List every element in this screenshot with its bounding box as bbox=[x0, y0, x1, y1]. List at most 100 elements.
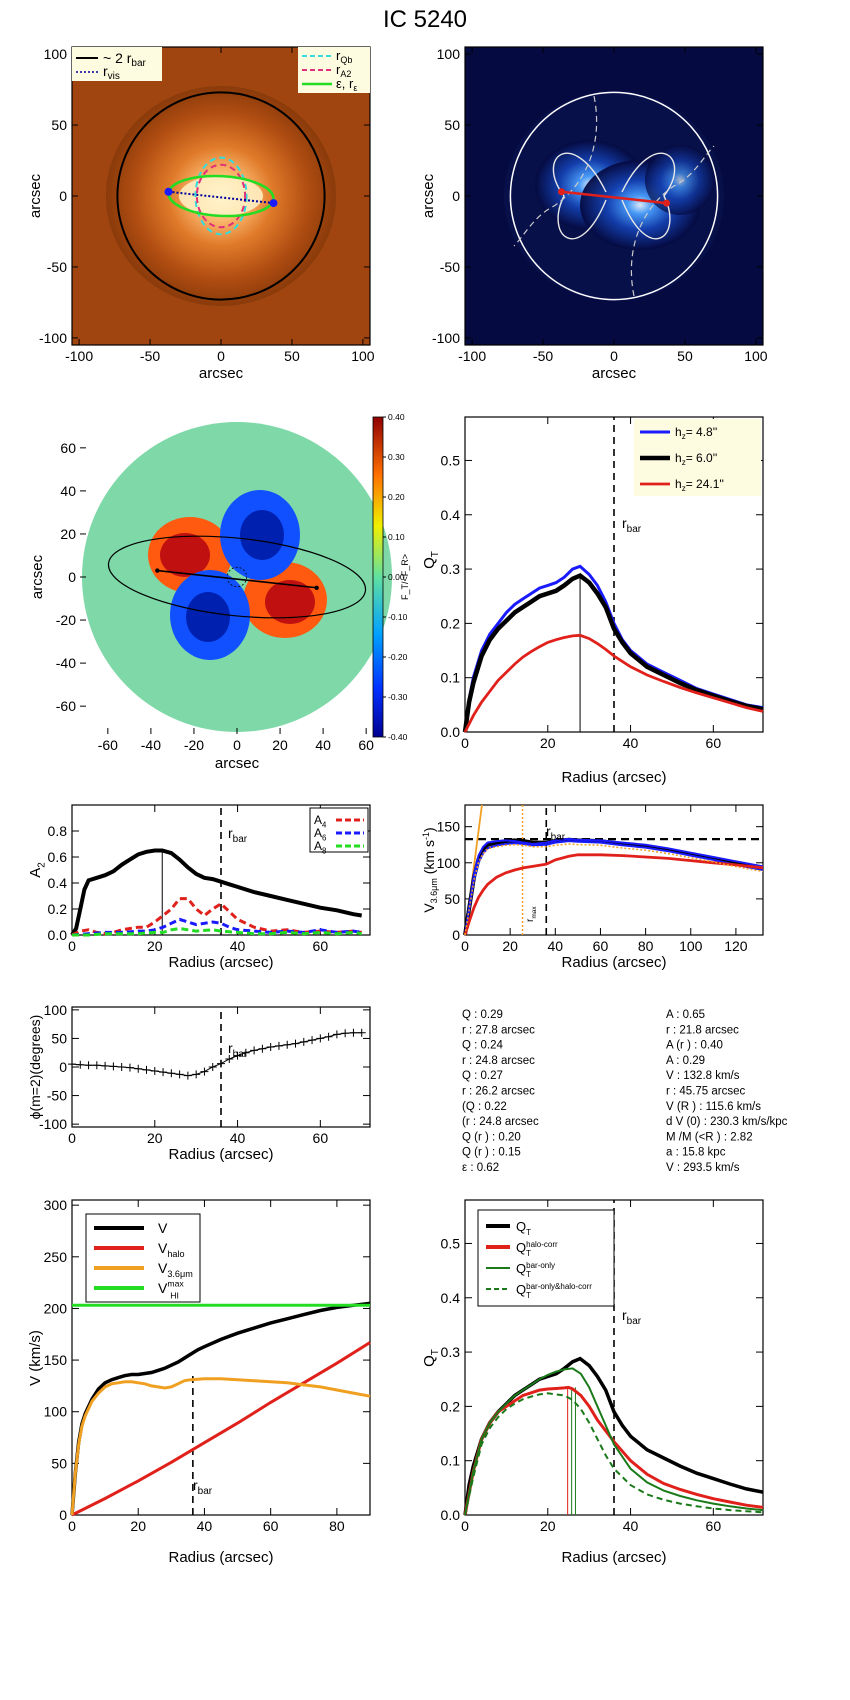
param-right-0: A : 0.65 bbox=[666, 1009, 705, 1021]
y-tick-label: 200 bbox=[44, 1300, 68, 1316]
heatmap-lobe-blue-bottom-core bbox=[186, 592, 230, 642]
x-axis-label: Radius (arcsec) bbox=[561, 1549, 666, 1566]
legend-label: Qbar-only T bbox=[516, 1261, 555, 1279]
legend-label: Vhalo bbox=[158, 1240, 185, 1259]
svg-text:rA2: rA2 bbox=[336, 62, 351, 79]
y-tick-label: 50 bbox=[51, 117, 67, 133]
y-tick-label: 0.0 bbox=[441, 724, 461, 740]
y-axis-label: arcsec bbox=[27, 173, 44, 218]
circle-2rbar bbox=[509, 91, 719, 301]
y-tick-label: 0.1 bbox=[441, 670, 461, 686]
x-tick-label: -100 bbox=[65, 348, 93, 364]
param-left-2: Q : 0.24 bbox=[462, 1040, 504, 1052]
phase-line bbox=[71, 1032, 362, 1077]
colorbar-tick-label: -0.40 bbox=[388, 732, 408, 742]
circle-2rbar bbox=[116, 91, 326, 301]
y-axis-label: QT bbox=[421, 1349, 441, 1367]
x-tick-label: 80 bbox=[638, 938, 654, 954]
x-tick-label: 20 bbox=[540, 1518, 556, 1534]
colorbar-label: F_T/<F_R> bbox=[400, 554, 410, 600]
x-axis-label: Radius (arcsec) bbox=[168, 954, 273, 971]
x-tick-label: 0 bbox=[461, 1518, 469, 1534]
x-axis-label: arcsec bbox=[199, 365, 244, 382]
series-line-3 bbox=[464, 1392, 764, 1516]
y-tick-label: -50 bbox=[47, 1088, 67, 1104]
y-tick-label: -50 bbox=[440, 259, 460, 275]
x-axis-label: arcsec bbox=[592, 365, 637, 382]
bar-end-point bbox=[269, 199, 278, 208]
heatmap-background bbox=[82, 422, 392, 732]
x-tick-label: 60 bbox=[593, 938, 609, 954]
x-tick-label: 20 bbox=[130, 1518, 146, 1534]
x-tick-label: 60 bbox=[263, 1518, 279, 1534]
x-tick-label: 0 bbox=[68, 1518, 76, 1534]
param-right-3: A : 0.29 bbox=[666, 1055, 705, 1067]
bar-end-point bbox=[155, 568, 160, 573]
colorbar-tick-label: 0.10 bbox=[388, 532, 405, 542]
heatmap-lobe-blue-top-core bbox=[240, 510, 284, 560]
rbar-label: rbar bbox=[228, 825, 248, 845]
y-axis-label: arcsec bbox=[29, 554, 46, 599]
bar-end-point bbox=[557, 188, 565, 196]
rbar-label: rbar bbox=[622, 1307, 642, 1327]
y-axis-label: ϕ(m=2)(degrees) bbox=[27, 1015, 43, 1120]
phase-point bbox=[324, 1032, 333, 1041]
colorbar-tick-label: 0.00 bbox=[388, 572, 405, 582]
phase-point bbox=[217, 1059, 225, 1068]
param-left-8: Q (r ) : 0.20 bbox=[462, 1131, 521, 1143]
y-tick-label: 150 bbox=[44, 1352, 68, 1368]
y-tick-label: 0.3 bbox=[441, 1344, 461, 1360]
zero-contour bbox=[513, 95, 598, 247]
svg-text:~ 2 rbar: ~ 2 rbar bbox=[103, 50, 147, 69]
series-line-1 bbox=[463, 1385, 764, 1516]
legend-label: Qbar-only&halo-corr T bbox=[516, 1282, 592, 1300]
series-line-V_halo bbox=[71, 1341, 371, 1517]
y-tick-label: 0.0 bbox=[441, 1507, 461, 1523]
legend-label: QT bbox=[516, 1219, 531, 1237]
y-tick-label: 0.3 bbox=[441, 561, 461, 577]
y-tick-label: 0 bbox=[452, 188, 460, 204]
panel-torque-map: -60 -40 -20 0 20 40 60 60 40 20 0 -20 -40 -60 0.40 0.3… bbox=[29, 412, 410, 772]
phase-point bbox=[241, 1048, 250, 1057]
param-left-9: Q (r ) : 0.15 bbox=[462, 1147, 521, 1159]
x-tick-label: 60 bbox=[313, 938, 329, 954]
y-tick-label: -50 bbox=[47, 259, 67, 275]
phase-point bbox=[308, 1036, 317, 1045]
y-tick-label: 100 bbox=[44, 46, 68, 62]
y-axis-label: V3.6μm (km s-1) bbox=[421, 827, 439, 912]
zero-contour bbox=[630, 145, 715, 297]
y-tick-label: -100 bbox=[39, 1116, 67, 1132]
y-tick-label: -20 bbox=[56, 612, 76, 628]
y-tick-label: 100 bbox=[44, 1404, 68, 1420]
y-tick-label: 100 bbox=[437, 855, 461, 871]
panel-fourier-amplitudes: 0 20 40 60 0.8 0.6 0.4 0.2 0.0 Radius (arcsec) rba… bbox=[27, 804, 371, 971]
y-axis-label: QT bbox=[421, 551, 441, 569]
colorbar-tick-label: -0.30 bbox=[388, 692, 408, 702]
panel-phase-profile: 0 20 40 60 100 50 0 -50 -100 Radius (arcsec) rbar ϕ… bbox=[27, 1002, 371, 1163]
x-axis-label: Radius (arcsec) bbox=[561, 954, 666, 971]
legend-right: rQb rA2 ε, rε bbox=[298, 47, 370, 93]
param-right-1: r : 21.8 arcsec bbox=[666, 1024, 739, 1036]
force-contour bbox=[621, 152, 676, 240]
phase-point bbox=[159, 1068, 168, 1077]
x-tick-label: 0 bbox=[68, 1130, 76, 1146]
bar-end-point bbox=[663, 199, 671, 207]
colorbar-tick-label: 0.20 bbox=[388, 492, 405, 502]
phase-point bbox=[283, 1040, 292, 1049]
series-line-1 bbox=[462, 573, 764, 733]
x-tick-label: 40 bbox=[315, 737, 331, 753]
heatmap-lobe-red-right-core bbox=[265, 580, 315, 624]
phase-point bbox=[92, 1061, 101, 1070]
phase-point bbox=[175, 1070, 184, 1079]
y-tick-label: 50 bbox=[51, 1455, 67, 1471]
param-right-10: V : 293.5 km/s bbox=[666, 1162, 740, 1174]
bar-axis bbox=[157, 569, 317, 589]
panel-force-map-image: -100 -50 0 50 100 100 50 0 -50 -100 arcsec arcsec bbox=[420, 46, 768, 382]
bar-end-point bbox=[164, 187, 173, 196]
rbar-label: rbar bbox=[193, 1477, 213, 1497]
legend-ra2: r bbox=[336, 62, 341, 77]
phase-point bbox=[117, 1063, 126, 1071]
param-left-3: r : 24.8 arcsec bbox=[462, 1055, 535, 1067]
panel-rotation-curve: 0 20 40 60 80 100 120 150 100 50 0 Radius (arcsec) r… bbox=[421, 804, 764, 971]
